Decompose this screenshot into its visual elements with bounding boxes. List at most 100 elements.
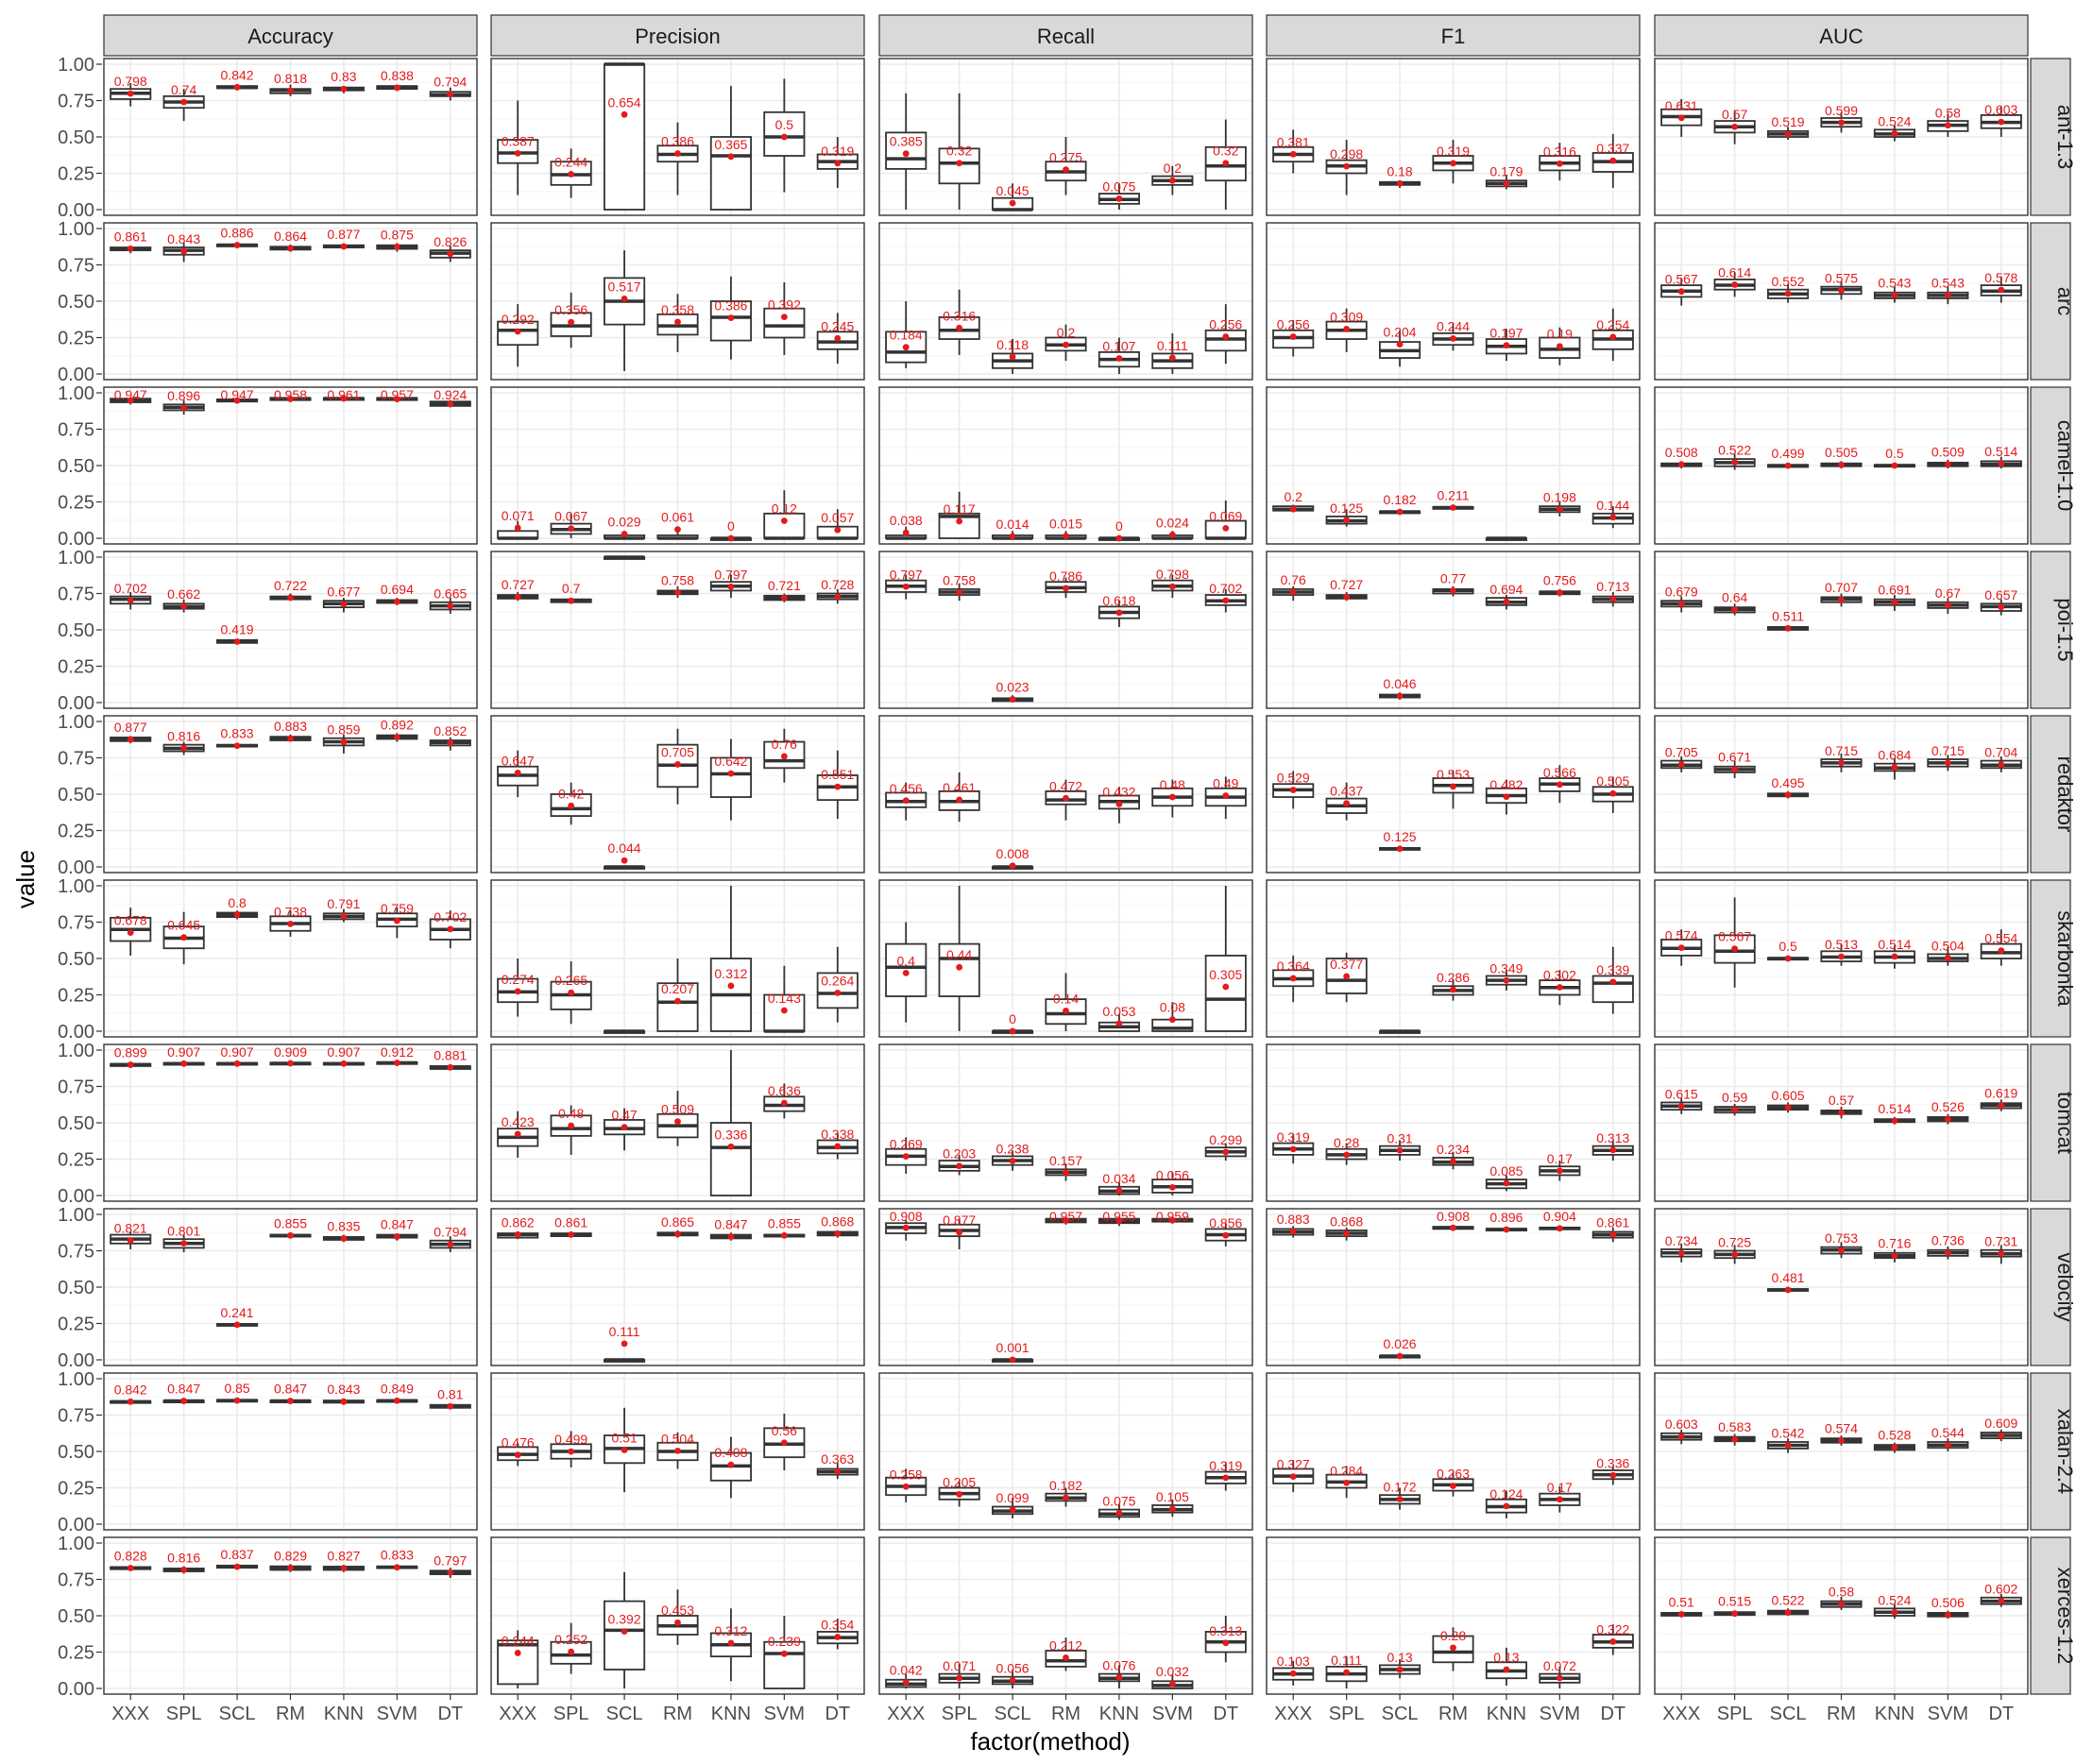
- box-knn: 0: [1098, 518, 1140, 542]
- mean-label: 0.17: [1547, 1480, 1573, 1495]
- mean-label: 0.694: [381, 582, 414, 597]
- mean-label: 0.322: [1596, 1621, 1629, 1637]
- mean-label: 0.904: [1543, 1209, 1576, 1224]
- mean-point: [447, 1569, 454, 1576]
- mean-point: [1168, 1183, 1176, 1191]
- panel-f1-ant-1.3: 0.381 0.298 0.18 0.319 0.179 0.316 0.337: [1266, 58, 1641, 216]
- panel-border: [1266, 1043, 1641, 1202]
- mean-label: 0.069: [1209, 508, 1242, 523]
- box-dt: 0.852: [429, 723, 471, 751]
- mean-label: 0.738: [274, 904, 307, 919]
- mean-label: 0.144: [1596, 498, 1629, 513]
- mean-point: [127, 1061, 134, 1068]
- mean-label: 0.797: [434, 1552, 467, 1568]
- panel-border: [490, 222, 865, 381]
- mean-point: [1731, 1106, 1739, 1113]
- box-xxx: 0.423: [497, 1111, 539, 1158]
- y-tick-label: 0.00: [58, 365, 94, 385]
- mean-label: 0.358: [661, 302, 694, 317]
- mean-label: 0.705: [661, 744, 694, 759]
- box-xxx: 0.269: [885, 1137, 927, 1174]
- box-spl: 0.377: [1325, 952, 1368, 1003]
- mean-label: 0.645: [167, 918, 200, 933]
- box-knn: 0.642: [709, 738, 752, 821]
- mean-label: 0.014: [996, 517, 1029, 532]
- panel-border: [1266, 58, 1641, 216]
- mean-point: [568, 1448, 575, 1455]
- mean-label: 0.49: [1213, 776, 1238, 791]
- strip-top-label: Accuracy: [247, 25, 332, 48]
- mean-point: [780, 1099, 788, 1107]
- mean-label: 0.524: [1878, 113, 1911, 128]
- mean-label: 0.619: [1984, 1086, 2017, 1101]
- mean-point: [1838, 759, 1845, 767]
- box-knn: 0.684: [1873, 748, 1915, 780]
- mean-label: 0.125: [1330, 500, 1363, 516]
- mean-point: [1609, 333, 1617, 341]
- box-scl: 0.51: [604, 1407, 646, 1493]
- panel-border: [103, 1043, 478, 1202]
- mean-point: [180, 1240, 188, 1247]
- mean-label: 0.336: [714, 1127, 747, 1142]
- y-tick-label: 0.00: [58, 693, 94, 714]
- mean-label: 0.2: [1284, 489, 1302, 504]
- box-xxx: 0.103: [1272, 1654, 1315, 1686]
- box-xxx: 0.877: [110, 720, 152, 744]
- box-spl: 0.071: [938, 1658, 980, 1688]
- box-knn: 0.896: [1485, 1210, 1527, 1233]
- mean-point: [514, 1451, 521, 1459]
- box-rm: 0.865: [656, 1214, 699, 1238]
- mean-point: [956, 963, 963, 971]
- mean-label: 0.578: [1984, 270, 2017, 285]
- mean-point: [902, 583, 910, 590]
- box-body: [763, 307, 806, 339]
- box-svm: 0.17: [1539, 1151, 1581, 1181]
- mean-point: [1556, 589, 1563, 596]
- y-tick-label: 0.00: [58, 1679, 94, 1700]
- mean-label: 0.327: [1277, 1457, 1310, 1472]
- mean-point: [568, 1231, 575, 1238]
- mean-point: [1289, 505, 1297, 513]
- mean-label: 0.801: [167, 1224, 200, 1239]
- box-spl: 0.816: [162, 1550, 205, 1574]
- box-knn: 0.197: [1485, 326, 1527, 362]
- box-xxx: 0.456: [885, 781, 927, 821]
- mean-label: 0.575: [1825, 270, 1858, 285]
- box-spl: 0.28: [1325, 1135, 1368, 1165]
- box-xxx: 0.508: [1660, 445, 1703, 469]
- mean-label: 0.958: [274, 387, 307, 402]
- box-spl: 0.205: [938, 1474, 980, 1507]
- box-spl: 0.843: [162, 231, 205, 263]
- panel-border: [1266, 715, 1641, 874]
- mean-point: [340, 738, 348, 746]
- strip-right-label: xerces-1.2: [2053, 1568, 2076, 1665]
- mean-point: [780, 314, 788, 321]
- box-spl: 0.896: [162, 388, 205, 416]
- box-svm: 0.105: [1151, 1489, 1194, 1518]
- mean-label: 0.038: [890, 513, 923, 528]
- x-tick-label: SPL: [942, 1704, 978, 1724]
- box-dt: 0.713: [1591, 579, 1634, 607]
- mean-point: [233, 242, 241, 248]
- box-dt: 0.868: [816, 1213, 859, 1238]
- box-rm: 0.722: [269, 578, 312, 602]
- box-spl: 0.725: [1713, 1234, 1756, 1264]
- panel-border: [103, 58, 478, 216]
- box-dt: 0.49: [1204, 776, 1247, 820]
- mean-label: 0.81: [437, 1386, 463, 1401]
- box-scl: 0.47: [604, 1108, 646, 1151]
- box-spl: 0.067: [550, 509, 592, 538]
- box-spl: 0.356: [550, 292, 592, 348]
- mean-label: 0.234: [1437, 1142, 1470, 1157]
- mean-point: [1998, 1597, 2005, 1604]
- box-svm: 0.111: [1151, 332, 1194, 374]
- mean-point: [1731, 1250, 1739, 1258]
- mean-label: 0.508: [1665, 445, 1698, 460]
- box-scl: 0.833: [216, 726, 259, 750]
- panel-accuracy-arc: 0.861 0.843 0.886 0.864 0.877 0.875 0.826: [103, 222, 478, 381]
- mean-point: [727, 1639, 735, 1647]
- mean-point: [1450, 1158, 1456, 1165]
- box-dt: 0.861: [1591, 1214, 1634, 1243]
- mean-point: [674, 1619, 681, 1626]
- x-tick-label: SPL: [1717, 1704, 1753, 1724]
